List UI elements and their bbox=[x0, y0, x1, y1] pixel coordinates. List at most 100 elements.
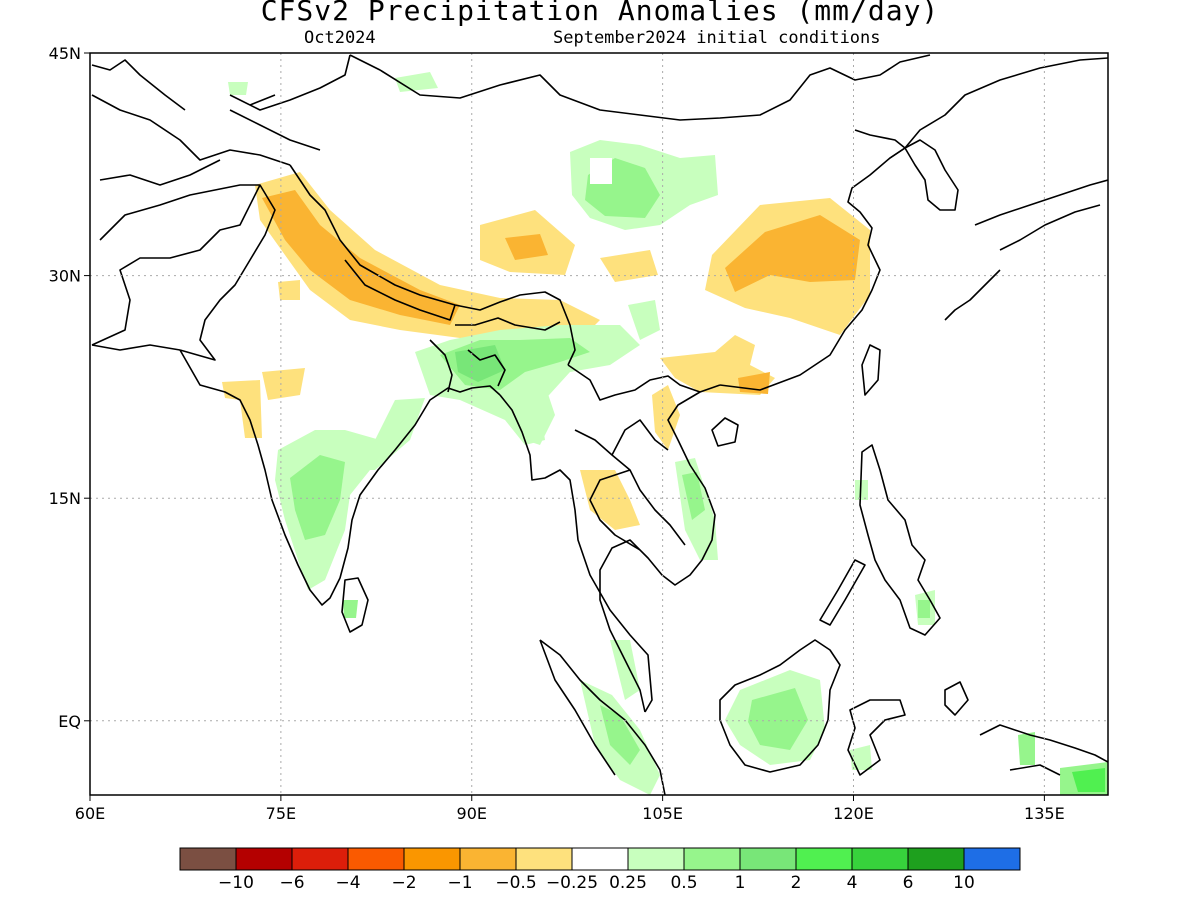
coastline-caspian-aral bbox=[91, 59, 186, 111]
map-frame bbox=[89, 52, 1109, 796]
wet-anomaly-mongolia-west bbox=[228, 82, 248, 95]
wet-anomaly-hainan bbox=[855, 480, 868, 500]
colorbar-tick-label: −2 bbox=[391, 873, 416, 893]
coastline-borneo bbox=[719, 639, 841, 773]
colorbar-box bbox=[515, 847, 573, 871]
border-nepal-india bbox=[344, 259, 456, 321]
chart-title: CFSv2 Precipitation Anomalies (mm/day) bbox=[260, 0, 940, 27]
dry-anomaly-pakistan bbox=[278, 280, 300, 300]
colorbar-tick-label: −10 bbox=[218, 873, 254, 893]
coastline-new-guinea bbox=[979, 724, 1108, 776]
lon-label: 135E bbox=[1024, 804, 1065, 823]
dry-anomaly-himalaya bbox=[255, 172, 600, 340]
border-himalaya bbox=[289, 164, 576, 366]
lat-label: 15N bbox=[49, 489, 81, 508]
border-indochina bbox=[574, 419, 686, 551]
border-myanmar-china bbox=[567, 364, 701, 401]
coastline-japan bbox=[944, 179, 1108, 321]
colorbar-box bbox=[851, 847, 909, 871]
border-korea-china bbox=[889, 57, 1108, 159]
coastline-philippines bbox=[859, 444, 941, 636]
colorbar-tick-label: −6 bbox=[279, 873, 304, 893]
colorbar-tick-label: −4 bbox=[335, 873, 360, 893]
coastline-taiwan bbox=[861, 344, 881, 396]
coastline-sri-lanka bbox=[341, 577, 369, 633]
dry-anomaly-indochina bbox=[580, 470, 640, 530]
colorbar-tick-label: 0.25 bbox=[609, 873, 647, 893]
coastline-india bbox=[179, 349, 501, 606]
gridlines bbox=[90, 53, 1108, 795]
colorbar-tick-label: 0.5 bbox=[670, 873, 697, 893]
colorbar-box bbox=[179, 847, 237, 871]
map-axes: 60E 75E 90E 105E 120E 135E 45N 30N 15N EQ bbox=[49, 44, 1065, 823]
initial-conditions: September2024 initial conditions bbox=[553, 28, 881, 48]
dry-anomaly-gujarat bbox=[222, 380, 262, 438]
wet-anomaly-yunnan bbox=[628, 300, 660, 340]
coastline-sumatra bbox=[539, 639, 666, 795]
wet-anomaly-maluku bbox=[1018, 732, 1035, 765]
coastline-gulf-thailand bbox=[599, 384, 721, 713]
coastline-palawan bbox=[819, 559, 866, 626]
wet-anomaly-borneo-core bbox=[748, 688, 808, 750]
colorbar-box bbox=[739, 847, 797, 871]
lon-label: 120E bbox=[833, 804, 874, 823]
border-pakistan-india bbox=[179, 184, 276, 361]
colorbar-tick-label: 10 bbox=[953, 873, 975, 893]
border-central-asia bbox=[91, 94, 291, 186]
colorbar-tick-label: 1 bbox=[735, 873, 746, 893]
wet-anomaly-sri-lanka bbox=[343, 600, 358, 618]
colorbar-box bbox=[291, 847, 349, 871]
wet-anomaly-sumatra-core bbox=[600, 705, 640, 765]
dry-anomaly-tibet-east bbox=[600, 250, 658, 282]
coastline-korea bbox=[904, 139, 959, 211]
border-china-kazakh bbox=[229, 54, 351, 111]
wet-anomaly-bangladesh-core bbox=[455, 345, 505, 382]
colorbar-box bbox=[683, 847, 741, 871]
dry-anomaly-nw-india bbox=[262, 368, 305, 400]
dry-anomaly-east-china-core bbox=[725, 215, 860, 292]
wet-anomaly-sulawesi bbox=[850, 745, 872, 770]
wet-anomaly-east-india bbox=[360, 398, 425, 470]
colorbar-tick-labels: −10 −6 −4 −2 −1 −0.5 −0.25 0.25 0.5 1 2 4 6 10 bbox=[218, 873, 975, 893]
coastline-sulawesi bbox=[847, 699, 906, 776]
lon-label: 105E bbox=[642, 804, 683, 823]
border-afghanistan bbox=[91, 184, 261, 346]
colorbar-box bbox=[235, 847, 293, 871]
wet-anomaly-malay bbox=[610, 640, 640, 700]
coastline-hainan bbox=[711, 417, 739, 447]
dry-gap-qinghai bbox=[590, 158, 612, 184]
dry-anomaly-laos bbox=[652, 385, 680, 450]
lon-label: 60E bbox=[75, 804, 105, 823]
colorbar-box bbox=[403, 847, 461, 871]
colorbar-box bbox=[459, 847, 517, 871]
colorbar-tick-label: 2 bbox=[791, 873, 802, 893]
wet-anomaly-new-guinea-core bbox=[1072, 768, 1105, 792]
wet-anomaly-south-india-core bbox=[290, 455, 345, 540]
anomaly-shading bbox=[222, 72, 1108, 795]
colorbar-box bbox=[795, 847, 853, 871]
lat-label: 30N bbox=[49, 267, 81, 286]
colorbar-tick-label: −0.5 bbox=[495, 873, 536, 893]
colorbar-box bbox=[347, 847, 405, 871]
colorbar-box bbox=[627, 847, 685, 871]
colorbar-boxes bbox=[179, 847, 1021, 871]
colorbar-tick-label: −0.25 bbox=[546, 873, 598, 893]
colorbar-box bbox=[963, 847, 1021, 871]
coastline-indochina-west bbox=[499, 394, 653, 713]
wet-anomaly-vietnam-core bbox=[682, 472, 705, 520]
lon-label: 90E bbox=[457, 804, 487, 823]
border-mongolia-china bbox=[349, 54, 931, 121]
border-iran bbox=[91, 344, 181, 351]
wet-anomaly-myanmar-coast bbox=[515, 385, 555, 445]
coastline-halmahera bbox=[944, 681, 969, 716]
lon-label: 75E bbox=[266, 804, 296, 823]
border-tibet-detail bbox=[229, 94, 321, 151]
dry-anomaly-tibet-core bbox=[505, 234, 548, 260]
colorbar-box bbox=[571, 847, 629, 871]
wet-anomaly-philippines-core bbox=[918, 600, 930, 618]
forecast-month: Oct2024 bbox=[304, 28, 376, 48]
coastlines-and-borders bbox=[91, 54, 1108, 795]
colorbar-tick-label: −1 bbox=[447, 873, 472, 893]
